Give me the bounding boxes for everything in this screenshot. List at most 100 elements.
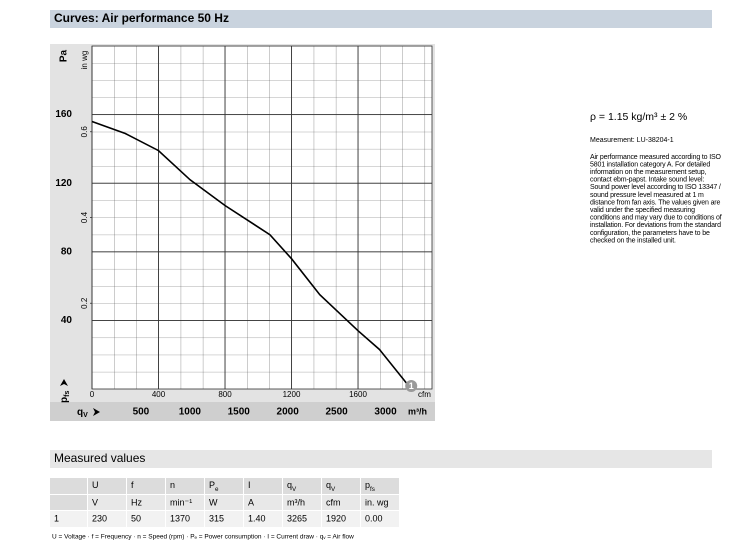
table-cell	[88, 478, 126, 494]
note-line: Sound power level according to ISO 13347…	[590, 184, 721, 191]
note-line: installation. For deviations from the st…	[590, 222, 721, 229]
label: pfs	[365, 480, 375, 493]
table-value: 0.00	[365, 513, 383, 523]
label-sub: V	[292, 486, 297, 493]
y2-tick-label: 0.6	[80, 126, 89, 138]
y2-tick-label: 0.2	[80, 297, 89, 309]
x2-tick-label: 3000	[374, 407, 397, 418]
table-cell	[283, 511, 321, 527]
label-main: I	[248, 480, 251, 490]
label-sub: V	[83, 412, 88, 419]
label: qV	[77, 407, 88, 420]
x-tick-label: 0	[90, 390, 95, 399]
note-line: information on the measurement setup,	[590, 169, 706, 176]
table-cell	[244, 511, 282, 527]
grid	[91, 45, 433, 390]
note-line: 5801 installation category A. For detail…	[590, 161, 710, 168]
y-tick-label: 160	[55, 109, 72, 120]
x-tick-label: 1600	[349, 390, 367, 399]
density: ρ = 1.15 kg/m³ ± 2 %	[590, 111, 687, 123]
table-cell	[322, 478, 360, 494]
table-value: 3265	[287, 513, 307, 523]
flow-axis-band	[50, 402, 435, 421]
label: f	[131, 480, 134, 490]
table-cell	[166, 495, 204, 510]
arrow	[60, 379, 68, 386]
unit-cell: cfm	[326, 497, 341, 507]
note-line: checked on the installed unit.	[590, 237, 676, 244]
table-cell	[244, 478, 282, 494]
label-sub: fs	[370, 486, 375, 493]
label-main: q	[287, 480, 292, 490]
table-title: Measured values	[54, 451, 145, 465]
table-cell	[166, 511, 204, 527]
x2-tick-label: 1000	[179, 407, 202, 418]
y2-tick-label: 0.4	[80, 211, 89, 223]
label-main: q	[77, 407, 83, 418]
label-sub: V	[331, 486, 336, 493]
footnote: U = Voltage · f = Frequency · n = Speed …	[52, 534, 354, 541]
table-value: 1	[54, 513, 59, 523]
unit-cell: m³/h	[287, 497, 305, 507]
note-line: sound pressure level measured at 1 m	[590, 192, 704, 199]
x-tick-label: 1200	[283, 390, 301, 399]
label: pfs	[59, 391, 72, 403]
label: qV	[287, 480, 297, 493]
table-cell	[361, 495, 399, 510]
label: n	[170, 480, 175, 490]
conditions: ρ = 1.15 kg/m³ ± 2 % Measurement: LU-3820…	[590, 111, 722, 245]
table-cell	[205, 495, 243, 510]
table-cell	[88, 495, 126, 510]
label-main: p	[59, 397, 70, 403]
note-line: valid under the specified measuring	[590, 207, 695, 214]
x-axis-label: cfm	[418, 390, 431, 399]
table-cell	[205, 511, 243, 527]
label: U	[92, 480, 99, 490]
arrow	[93, 408, 100, 416]
table-title-bar	[50, 450, 712, 468]
table-cell	[127, 478, 165, 494]
x-tick-label: 400	[152, 390, 166, 399]
label-main: U	[92, 480, 99, 490]
table-value: 315	[209, 513, 224, 523]
table-value: 230	[92, 513, 107, 523]
y2-axis-label: in wg	[80, 51, 89, 70]
title-bar	[50, 10, 712, 28]
x2-tick-label: 2500	[325, 407, 348, 418]
performance-curve	[91, 120, 412, 390]
table-value: 1370	[170, 513, 190, 523]
label-main: f	[131, 480, 134, 490]
operating-point	[405, 380, 418, 392]
table-cell	[166, 478, 204, 494]
unit-cell: V	[92, 497, 98, 507]
unit-cell: Hz	[131, 497, 142, 507]
table-cell	[322, 511, 360, 527]
note-line: Air performance measured according to IS…	[590, 154, 722, 161]
table-cell	[50, 495, 87, 510]
note-line: configuration, the parameters have to be	[590, 230, 710, 237]
y-tick-label: 120	[55, 178, 72, 189]
x2-axis-label: m³/h	[408, 406, 427, 416]
unit-cell: min⁻¹	[170, 497, 192, 507]
unit-cell: in. wg	[365, 497, 389, 507]
table-cell	[244, 495, 282, 510]
note-line: conditions and may vary due to condition…	[590, 215, 722, 222]
x2-tick-label: 500	[133, 407, 150, 418]
table-value: 1920	[326, 513, 346, 523]
label: Pe	[209, 480, 219, 493]
x-tick-label: 800	[218, 390, 232, 399]
table-cell	[88, 511, 126, 527]
operating-point-label: 1	[409, 381, 414, 391]
chart-title: Curves: Air performance 50 Hz	[54, 11, 229, 25]
table-cell	[50, 478, 87, 494]
table-cell	[283, 478, 321, 494]
note-line: distance from fan axis. The values given…	[590, 199, 720, 206]
table-cell	[283, 495, 321, 510]
unit-cell: A	[248, 497, 254, 507]
label: qV	[326, 480, 336, 493]
label-main: q	[326, 480, 331, 490]
label-main: p	[365, 480, 370, 490]
table-value: 50	[131, 513, 141, 523]
label: I	[248, 480, 251, 490]
